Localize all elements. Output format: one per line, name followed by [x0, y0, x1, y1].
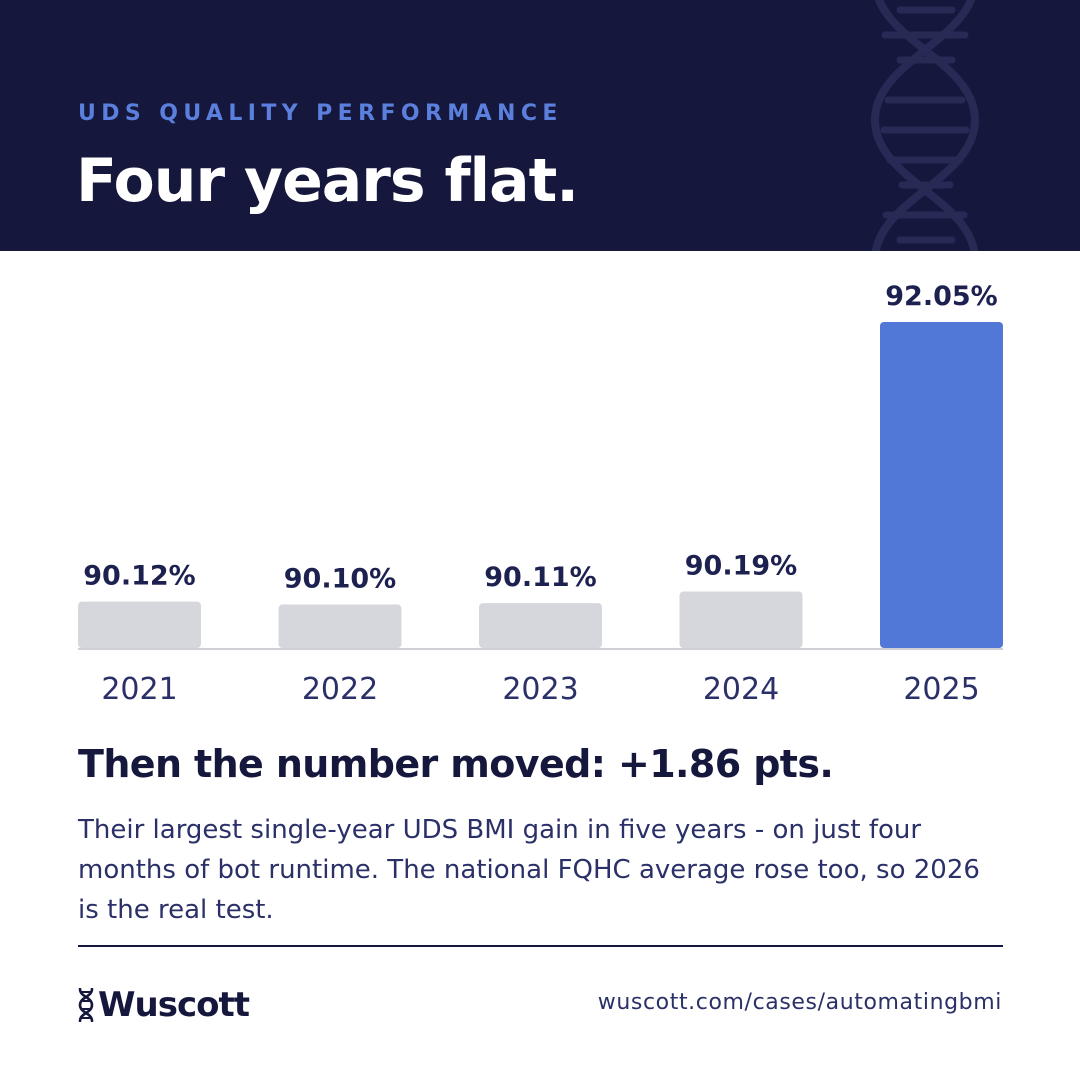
bar-2023	[479, 603, 602, 648]
x-tick-label-2025: 2025	[903, 672, 979, 707]
bar-chart: 90.12% 2021 90.10% 2022 90.11% 2023 90.19% 2024…	[78, 281, 1003, 707]
bar-2022	[278, 604, 402, 648]
headline: Then the number moved: +1.86 pts.	[78, 742, 834, 786]
divider	[78, 945, 1003, 947]
value-label-2025: 92.05%	[885, 281, 997, 312]
bar-2024	[679, 591, 803, 648]
body-paragraph: Their largest single-year UDS BMI gain i…	[78, 815, 980, 925]
brand-logo: Wuscott	[78, 985, 250, 1025]
bar-2021	[78, 601, 201, 648]
value-label-2021: 90.12%	[83, 561, 195, 592]
value-label-2022: 90.10%	[284, 564, 396, 595]
bar-2025	[880, 322, 1003, 648]
logo-wordmark: Wuscott	[98, 985, 250, 1025]
x-tick-label-2021: 2021	[101, 672, 177, 707]
x-tick-label-2023: 2023	[502, 672, 578, 707]
dna-icon	[78, 988, 94, 1022]
x-tick-label-2022: 2022	[302, 672, 378, 707]
dna-icon	[870, 0, 980, 251]
header-banner: UDS QUALITY PERFORMANCE Four years flat.	[0, 0, 1080, 251]
eyebrow-label: UDS QUALITY PERFORMANCE	[78, 101, 563, 126]
case-study-link[interactable]: wuscott.com/cases/automatingbmi	[597, 990, 1002, 1015]
x-tick-label-2024: 2024	[703, 672, 779, 707]
value-label-2023: 90.11%	[484, 562, 596, 593]
value-label-2024: 90.19%	[685, 550, 797, 581]
page-title: Four years flat.	[76, 146, 579, 216]
